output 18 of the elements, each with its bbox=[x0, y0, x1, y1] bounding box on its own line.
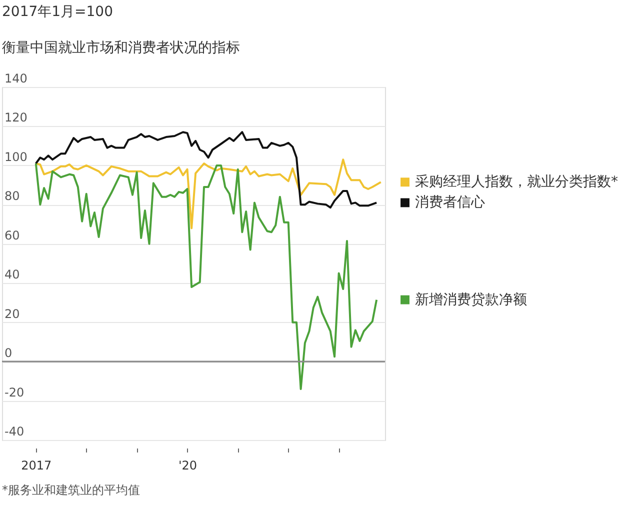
x-tick-label: '20 bbox=[178, 458, 198, 472]
chart-title: 衡量中国就业市场和消费者状况的指标 bbox=[2, 40, 240, 56]
y-tick-label: 40 bbox=[4, 268, 20, 282]
y-tick-label: 0 bbox=[4, 346, 12, 360]
y-tick-label: 100 bbox=[4, 150, 28, 164]
legend-label: 新增消费贷款净额 bbox=[415, 292, 527, 308]
text: *服务业和建筑业的平均值 bbox=[2, 483, 140, 497]
y-tick-label: -40 bbox=[4, 424, 24, 438]
y-tick-label: 60 bbox=[4, 228, 20, 242]
y-tick-label: 140 bbox=[4, 72, 28, 86]
y-tick-label: 20 bbox=[4, 306, 20, 321]
x-tick-label: 2017 bbox=[21, 458, 52, 472]
y-axis-title: 2017年1月=100 bbox=[2, 4, 113, 20]
y-tick-label: 120 bbox=[4, 110, 28, 125]
y-tick-label: -20 bbox=[4, 385, 24, 400]
legend-label: 采购经理人指数，就业分类指数* bbox=[415, 174, 618, 190]
y-tick-label: 80 bbox=[4, 189, 20, 204]
legend-label: 消费者信心 bbox=[415, 194, 485, 211]
